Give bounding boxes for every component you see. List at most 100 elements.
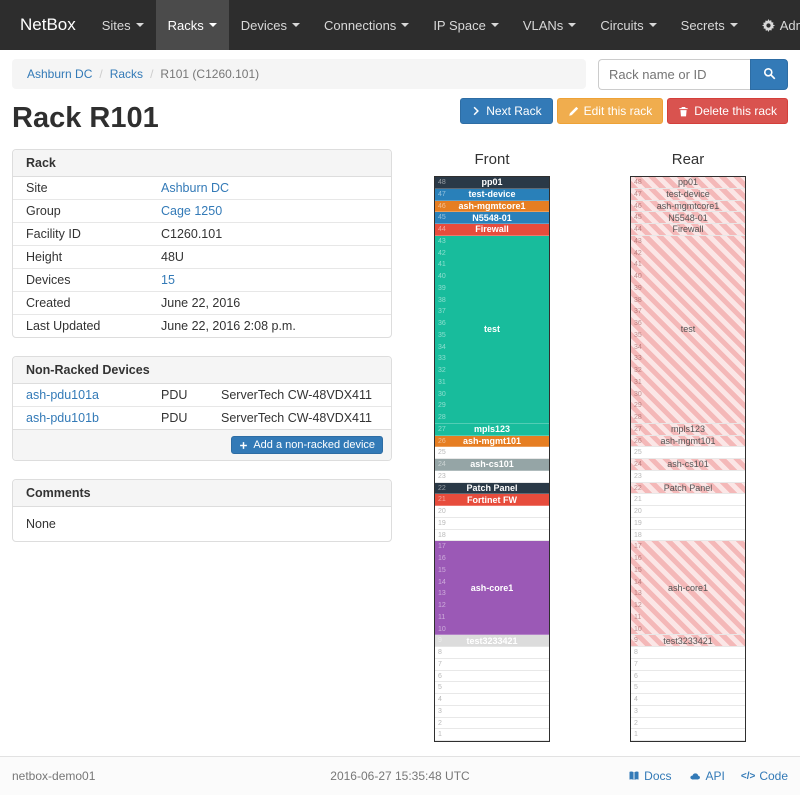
rack-panel-title: Rack (13, 150, 391, 177)
rack-device-test-device[interactable]: 47 test-device (435, 188, 549, 201)
rack-device-ash-mgmtcore1[interactable]: 46 ash-mgmtcore1 (631, 200, 745, 213)
gear-icon (761, 18, 775, 32)
nav-item-devices[interactable]: Devices (229, 0, 312, 50)
unit-number: 39 (634, 284, 642, 292)
nav-item-sites[interactable]: Sites (90, 0, 156, 50)
rack-device-fortinet-fw[interactable]: 21 Fortinet FW (435, 494, 549, 506)
rack-empty-unit: 23 (631, 471, 745, 483)
unit-number: 4 (634, 696, 638, 703)
rack-device-test3233421[interactable]: 9 test3233421 (631, 635, 745, 647)
device-label: Fortinet FW (467, 494, 517, 505)
rack-device-ash-core1[interactable]: 17 16 15 14 13 12 11 10 ash-core1 (631, 541, 745, 636)
rear-rack-frame: 48 pp01 47 test-device 46 ash-mgmtcore1 45 N554… (630, 176, 746, 742)
nav-item-circuits[interactable]: Circuits (588, 0, 668, 50)
unit-number-column: 9 (631, 635, 638, 646)
attr-label: Facility ID (13, 222, 148, 246)
main-content: Rack Site Ashburn DC Group Cage 1250 Facilit… (12, 149, 788, 742)
nav-item-racks[interactable]: Racks (155, 0, 229, 50)
unit-number: 31 (438, 378, 446, 386)
breadcrumb: Ashburn DC / Racks / R101 (C1260.101) (12, 59, 586, 89)
footer-link-code[interactable]: </> Code (741, 769, 788, 783)
unit-number-column: 22 (631, 483, 642, 494)
unit-number-column: 21 (435, 494, 446, 505)
breadcrumb-item-racks[interactable]: Racks (109, 67, 144, 81)
unit-number-column: 46 (435, 201, 446, 212)
unit-number: 45 (634, 214, 642, 222)
rack-device-n5548-01[interactable]: 45 N5548-01 (435, 212, 549, 224)
rack-empty-unit: 8 (631, 647, 745, 659)
add-non-racked-device-button[interactable]: Add a non-racked device (231, 436, 383, 454)
rack-device-pp01[interactable]: 48 pp01 (435, 177, 549, 189)
footer-link-label: Docs (644, 769, 672, 783)
unit-number: 38 (634, 296, 642, 304)
unit-number: 11 (438, 613, 446, 621)
search-button[interactable] (750, 59, 788, 90)
device-label: Firewall (475, 224, 509, 235)
delete-rack-button[interactable]: Delete this rack (667, 98, 788, 124)
unit-number-column: 47 (435, 189, 446, 200)
unit-number: 13 (634, 590, 642, 598)
search-input[interactable] (598, 59, 750, 90)
rack-empty-unit: 4 (435, 694, 549, 706)
next-rack-button[interactable]: Next Rack (460, 98, 553, 124)
breadcrumb-item-ashburn-dc[interactable]: Ashburn DC (27, 67, 93, 81)
unit-number: 16 (634, 555, 642, 562)
nav-item-connections[interactable]: Connections (312, 0, 421, 50)
unit-number-column: 3 (631, 706, 638, 717)
rack-search-form (598, 59, 788, 90)
device-label: pp01 (677, 177, 699, 188)
unit-number: 7 (438, 660, 442, 668)
rack-device-patch-panel[interactable]: 22 Patch Panel (435, 482, 549, 495)
rack-device-ash-mgmtcore1[interactable]: 46 ash-mgmtcore1 (435, 200, 549, 213)
nav-item-vlans[interactable]: VLANs (511, 0, 588, 50)
footer-link-docs[interactable]: Docs (628, 769, 672, 783)
nav-item-secrets[interactable]: Secrets (669, 0, 750, 50)
footer-link-api[interactable]: API (688, 769, 725, 783)
unit-number: 2 (438, 719, 442, 727)
device-name-link[interactable]: ash-pdu101a (26, 388, 99, 402)
device-type-cell: PDU (161, 388, 188, 402)
non-racked-device-row: ash-pdu101a PDU ServerTech CW-48VDX411 (13, 384, 391, 407)
device-name-link[interactable]: ash-pdu101b (26, 411, 99, 425)
rack-device-n5548-01[interactable]: 45 N5548-01 (631, 212, 745, 224)
unit-number: 44 (634, 226, 642, 233)
trash-icon (678, 106, 689, 117)
device-label: Patch Panel (663, 482, 713, 493)
unit-number: 21 (634, 496, 642, 504)
rack-device-mpls123[interactable]: 27 mpls123 (435, 423, 549, 436)
rack-device-test-device[interactable]: 47 test-device (631, 188, 745, 201)
unit-number-column: 5 (631, 682, 638, 693)
attr-value: June 22, 2016 2:08 p.m. (148, 314, 391, 337)
rack-device-pp01[interactable]: 48 pp01 (631, 177, 745, 189)
rack-device-patch-panel[interactable]: 22 Patch Panel (631, 482, 745, 495)
rack-empty-unit: 6 (435, 671, 549, 683)
edit-rack-button[interactable]: Edit this rack (556, 98, 664, 124)
unit-number: 14 (438, 578, 446, 586)
attr-value-link[interactable]: 15 (161, 273, 175, 287)
unit-number-column: 22 (435, 483, 446, 494)
attr-value-link[interactable]: Cage 1250 (161, 204, 223, 218)
rack-device-ash-cs101[interactable]: 24 ash-cs101 (631, 459, 745, 471)
rack-device-firewall[interactable]: 44 Firewall (631, 224, 745, 236)
unit-number-column: 24 (631, 459, 642, 470)
front-elevation-title: Front (474, 151, 510, 168)
unit-number-column: 2 (631, 718, 638, 729)
rack-device-ash-cs101[interactable]: 24 ash-cs101 (435, 459, 549, 471)
rack-device-ash-core1[interactable]: 17 16 15 14 13 12 11 10 ash-core1 (435, 541, 549, 636)
device-type-cell: PDU (148, 406, 208, 429)
nav-item-ip-space[interactable]: IP Space (421, 0, 511, 50)
rack-device-ash-mgmt101[interactable]: 26 ash-mgmt101 (631, 435, 745, 448)
rack-device-mpls123[interactable]: 27 mpls123 (631, 423, 745, 436)
unit-number-column: 24 (435, 459, 446, 470)
nav-admin-button[interactable]: Admin (750, 0, 800, 50)
device-label: test (483, 324, 500, 335)
rack-device-ash-mgmt101[interactable]: 26 ash-mgmt101 (435, 435, 549, 448)
rack-device-test[interactable]: 43 42 41 40 39 38 37 36 35 34 33 32 31 30 29 28 test (435, 235, 549, 424)
app-brand[interactable]: NetBox (20, 15, 76, 34)
comments-panel-title: Comments (13, 480, 391, 507)
device-label: pp01 (481, 177, 503, 188)
rack-device-firewall[interactable]: 44 Firewall (435, 224, 549, 236)
rack-device-test[interactable]: 43 42 41 40 39 38 37 36 35 34 33 32 31 30 29 28 test (631, 235, 745, 424)
rack-device-test3233421[interactable]: 9 test3233421 (435, 635, 549, 647)
attr-value-link[interactable]: Ashburn DC (161, 181, 230, 195)
